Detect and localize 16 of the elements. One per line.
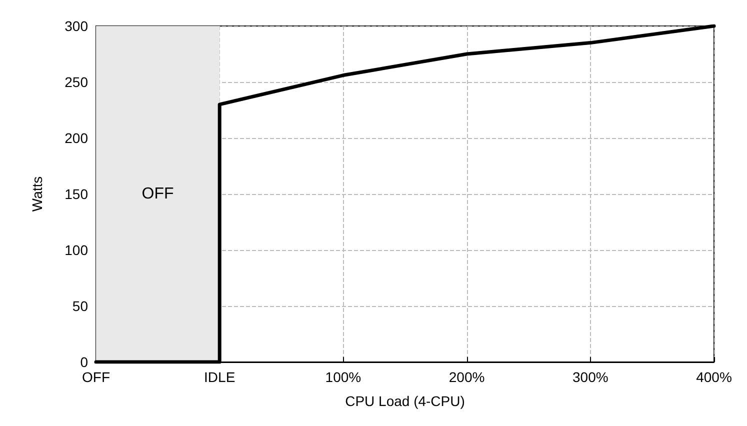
x-tick-label: OFF <box>82 369 110 385</box>
band-label: OFF <box>142 186 174 202</box>
y-axis-title: Watts <box>29 176 45 212</box>
y-tick-label: 150 <box>64 186 88 202</box>
y-tick-label: 50 <box>72 298 88 314</box>
x-tick-label: 300% <box>572 369 608 385</box>
x-tick-label: 100% <box>325 369 362 385</box>
y-tick-label: 250 <box>64 74 88 90</box>
x-tick-label: IDLE <box>204 369 236 385</box>
x-tick-label: 400% <box>696 369 732 385</box>
y-tick-label: 300 <box>64 18 88 34</box>
x-tick-label: 200% <box>448 369 485 385</box>
y-tick-label: 100 <box>64 242 88 258</box>
y-tick-label: 0 <box>80 354 88 370</box>
y-tick-label: 200 <box>64 130 88 146</box>
x-axis-title: CPU Load (4-CPU) <box>345 393 465 409</box>
